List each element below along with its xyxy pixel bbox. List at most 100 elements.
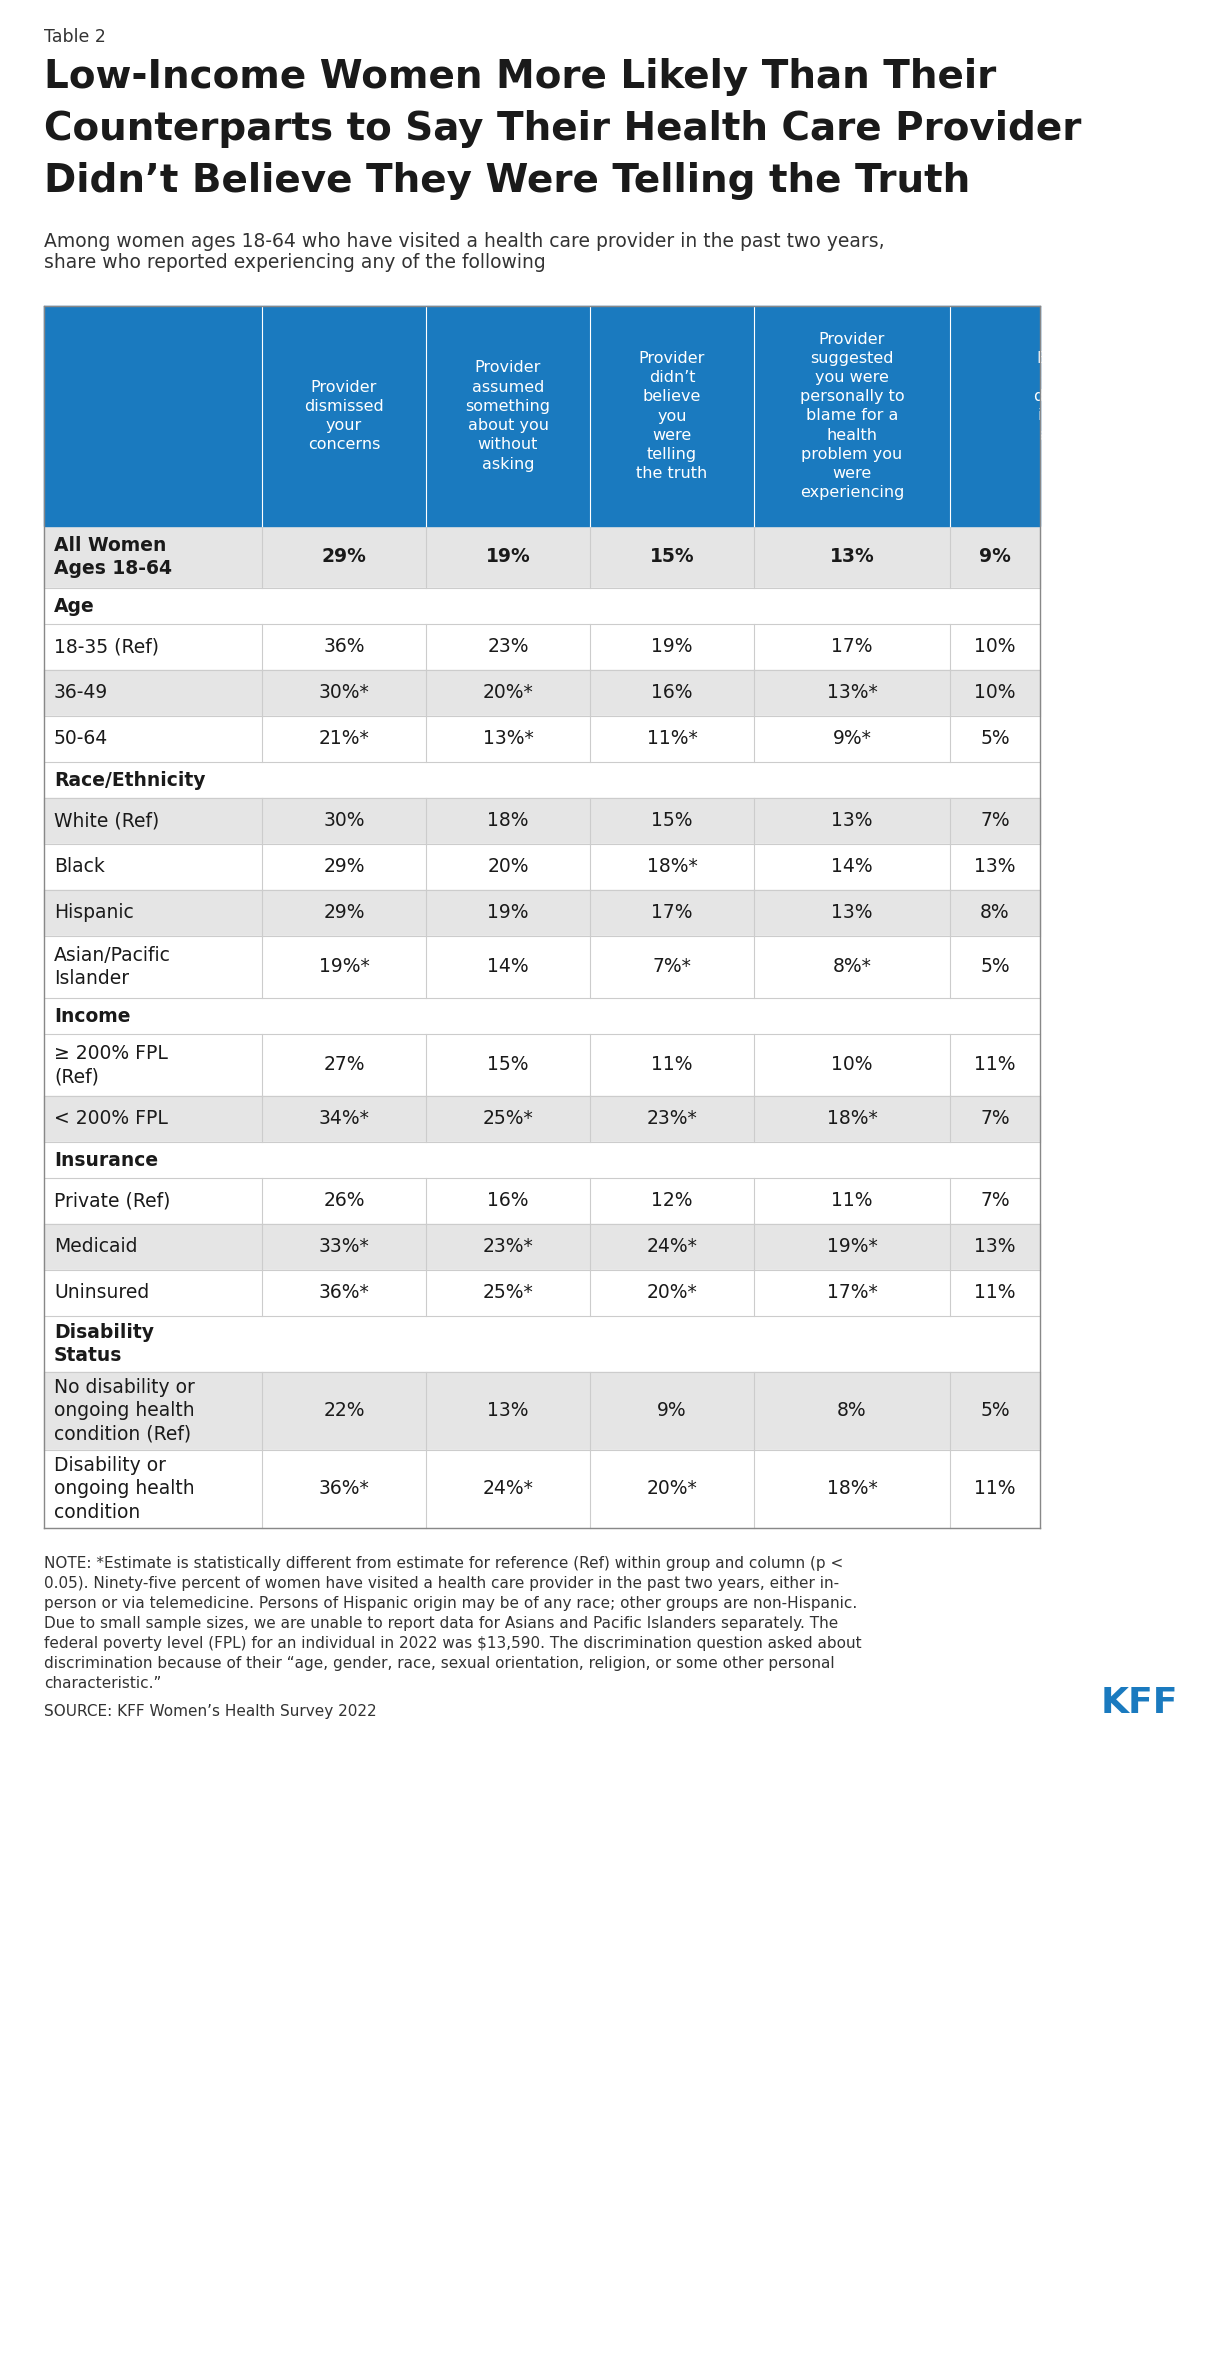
- Text: 25%*: 25%*: [483, 1109, 533, 1128]
- Text: 7%: 7%: [980, 1191, 1010, 1210]
- Text: 36%*: 36%*: [318, 1283, 370, 1302]
- Text: 50-64: 50-64: [54, 730, 109, 749]
- Bar: [44, 798, 1039, 845]
- Text: 11%*: 11%*: [647, 730, 698, 749]
- Text: Provider
dismissed
your
concerns: Provider dismissed your concerns: [304, 379, 384, 452]
- Text: < 200% FPL: < 200% FPL: [54, 1109, 168, 1128]
- Text: 19%*: 19%*: [827, 1238, 877, 1257]
- Text: 36%: 36%: [323, 638, 365, 657]
- Text: 36-49: 36-49: [54, 683, 109, 701]
- Text: Disability
Status: Disability Status: [54, 1323, 154, 1365]
- Text: 7%*: 7%*: [653, 958, 692, 977]
- Text: 8%: 8%: [837, 1401, 867, 1419]
- Text: 30%: 30%: [323, 812, 365, 831]
- Text: Due to small sample sizes, we are unable to report data for Asians and Pacific I: Due to small sample sizes, we are unable…: [44, 1615, 838, 1631]
- Text: 26%: 26%: [323, 1191, 365, 1210]
- Text: 19%: 19%: [487, 904, 528, 923]
- Bar: [44, 306, 1039, 525]
- Bar: [44, 998, 1039, 1033]
- Text: person or via telemedicine. Persons of Hispanic origin may be of any race; other: person or via telemedicine. Persons of H…: [44, 1596, 858, 1610]
- Bar: [44, 937, 1039, 998]
- Text: 5%: 5%: [980, 730, 1010, 749]
- Text: share who reported experiencing any of the following: share who reported experiencing any of t…: [44, 252, 545, 273]
- Text: 20%*: 20%*: [647, 1481, 698, 1499]
- Text: 25%*: 25%*: [483, 1283, 533, 1302]
- Text: 14%: 14%: [487, 958, 528, 977]
- Text: No disability or
ongoing health
condition (Ref): No disability or ongoing health conditio…: [54, 1377, 195, 1443]
- Text: 11%: 11%: [651, 1055, 693, 1073]
- Text: 13%: 13%: [487, 1401, 528, 1419]
- Text: 24%*: 24%*: [483, 1481, 533, 1499]
- Text: Among women ages 18-64 who have visited a health care provider in the past two y: Among women ages 18-64 who have visited …: [44, 233, 884, 252]
- Bar: [44, 845, 1039, 890]
- Text: Race/Ethnicity: Race/Ethnicity: [54, 770, 205, 789]
- Text: 9%: 9%: [980, 548, 1011, 567]
- Text: 18%*: 18%*: [827, 1481, 877, 1499]
- Text: 19%: 19%: [486, 548, 531, 567]
- Text: 24%*: 24%*: [647, 1238, 698, 1257]
- Bar: [44, 1450, 1039, 1528]
- Text: 7%: 7%: [980, 1109, 1010, 1128]
- Text: 27%: 27%: [323, 1055, 365, 1073]
- Text: 11%: 11%: [975, 1055, 1016, 1073]
- Text: Provider
didn’t
believe
you
were
telling
the truth: Provider didn’t believe you were telling…: [637, 351, 708, 480]
- Text: 23%: 23%: [487, 638, 528, 657]
- Text: 13%: 13%: [831, 904, 872, 923]
- Bar: [44, 1033, 1039, 1097]
- Text: Provider
assumed
something
about you
without
asking: Provider assumed something about you wit…: [466, 360, 550, 471]
- Text: 17%: 17%: [831, 638, 872, 657]
- Text: 15%: 15%: [487, 1055, 528, 1073]
- Text: 29%: 29%: [322, 548, 366, 567]
- Text: Age: Age: [54, 596, 95, 614]
- Text: 13%: 13%: [975, 1238, 1016, 1257]
- Text: 33%*: 33%*: [318, 1238, 370, 1257]
- Text: 16%: 16%: [487, 1191, 528, 1210]
- Text: characteristic.”: characteristic.”: [44, 1676, 161, 1690]
- Text: 20%*: 20%*: [647, 1283, 698, 1302]
- Text: 0.05). Ninety-five percent of women have visited a health care provider in the p: 0.05). Ninety-five percent of women have…: [44, 1575, 839, 1591]
- Bar: [44, 1271, 1039, 1316]
- Text: 13%: 13%: [975, 857, 1016, 876]
- Text: 9%: 9%: [658, 1401, 687, 1419]
- Text: 15%: 15%: [650, 548, 694, 567]
- Text: 19%: 19%: [651, 638, 693, 657]
- Text: KFF: KFF: [1100, 1685, 1179, 1721]
- Text: 18%*: 18%*: [647, 857, 698, 876]
- Text: 13%*: 13%*: [483, 730, 533, 749]
- Text: 23%*: 23%*: [647, 1109, 698, 1128]
- Bar: [44, 716, 1039, 763]
- Text: 8%*: 8%*: [832, 958, 871, 977]
- Text: 22%: 22%: [323, 1401, 365, 1419]
- Text: Insurance: Insurance: [54, 1151, 159, 1170]
- Bar: [44, 671, 1039, 716]
- Text: 10%: 10%: [975, 638, 1016, 657]
- Text: Income: Income: [54, 1008, 131, 1026]
- Text: 23%*: 23%*: [483, 1238, 533, 1257]
- Text: 20%: 20%: [487, 857, 528, 876]
- Text: 10%: 10%: [975, 683, 1016, 701]
- Text: 11%: 11%: [975, 1283, 1016, 1302]
- Text: 18%*: 18%*: [827, 1109, 877, 1128]
- Text: 21%*: 21%*: [318, 730, 370, 749]
- Text: 5%: 5%: [980, 1401, 1010, 1419]
- Text: 17%: 17%: [651, 904, 693, 923]
- Text: 20%*: 20%*: [483, 683, 533, 701]
- Text: 13%*: 13%*: [827, 683, 877, 701]
- Text: Medicaid: Medicaid: [54, 1238, 138, 1257]
- Bar: [44, 588, 1039, 624]
- Text: NOTE: *Estimate is statistically different from estimate for reference (Ref) wit: NOTE: *Estimate is statistically differe…: [44, 1556, 843, 1570]
- Text: 36%*: 36%*: [318, 1481, 370, 1499]
- Text: Uninsured: Uninsured: [54, 1283, 149, 1302]
- Text: Asian/Pacific
Islander: Asian/Pacific Islander: [54, 946, 171, 989]
- Text: 18-35 (Ref): 18-35 (Ref): [54, 638, 159, 657]
- Text: ≥ 200% FPL
(Ref): ≥ 200% FPL (Ref): [54, 1043, 168, 1085]
- Bar: [44, 624, 1039, 671]
- Text: 18%: 18%: [487, 812, 528, 831]
- Bar: [44, 1372, 1039, 1450]
- Text: Counterparts to Say Their Health Care Provider: Counterparts to Say Their Health Care Pr…: [44, 111, 1081, 148]
- Text: 5%: 5%: [980, 958, 1010, 977]
- Bar: [44, 1224, 1039, 1271]
- Text: Provider
suggested
you were
personally to
blame for a
health
problem you
were
ex: Provider suggested you were personally t…: [799, 332, 904, 501]
- Bar: [44, 1142, 1039, 1177]
- Text: Experi-
enced
discrim-
ination
at a h-
ealth
care...: Experi- enced discrim- ination at a h- e…: [1033, 351, 1097, 480]
